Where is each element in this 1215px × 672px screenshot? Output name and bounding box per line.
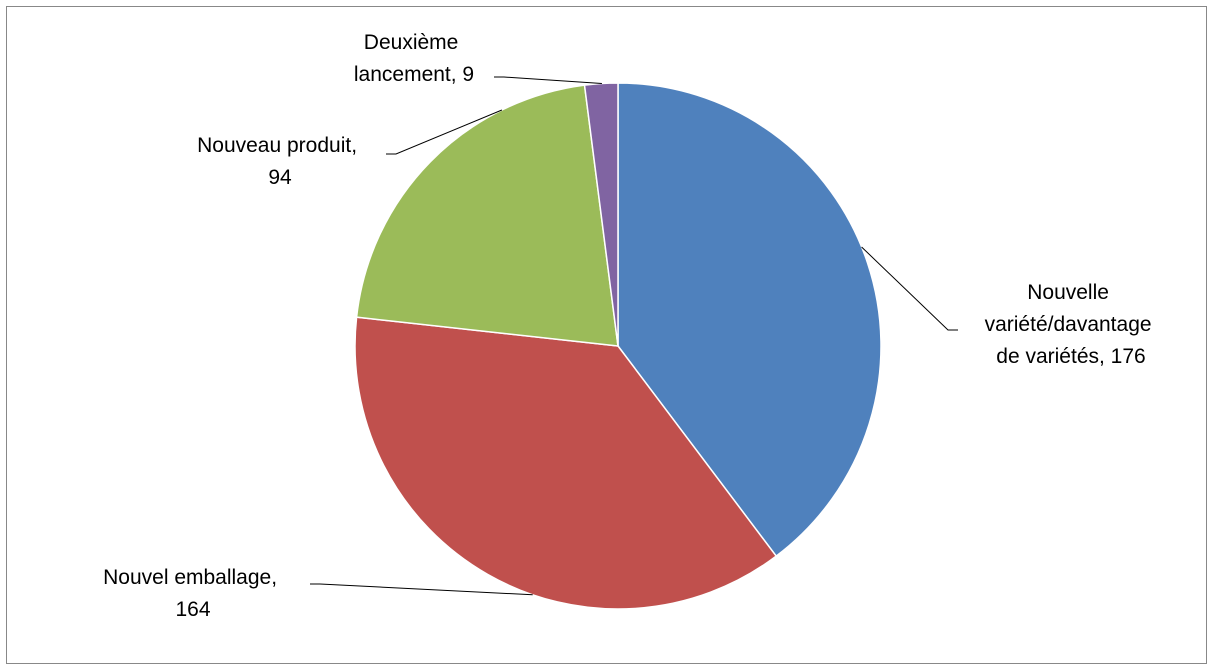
data-label-nouveau-produit: Nouveau produit, 94 <box>197 134 363 189</box>
data-label-nouvel-emballage: Nouvel emballage, 164 <box>103 566 283 621</box>
leader-nouvel-emballage <box>310 583 533 596</box>
pie-slice-nouvelle-variete-davantage-de-varietes <box>617 82 882 558</box>
pie-slice-nouvel-emballage <box>354 316 778 610</box>
data-label-nouvelle-variete: Nouvelle variété/davantage de variétés, … <box>985 281 1158 368</box>
pie-slices <box>354 82 882 610</box>
leader-nouvelle-variete <box>861 246 958 331</box>
leader-lines <box>310 76 958 596</box>
leader-deuxieme-lancement <box>494 76 602 84</box>
pie-slice-nouveau-produit <box>355 84 619 347</box>
leader-nouveau-produit <box>386 109 503 155</box>
data-label-deuxieme-lancement: Deuxième lancement, 9 <box>354 31 474 86</box>
